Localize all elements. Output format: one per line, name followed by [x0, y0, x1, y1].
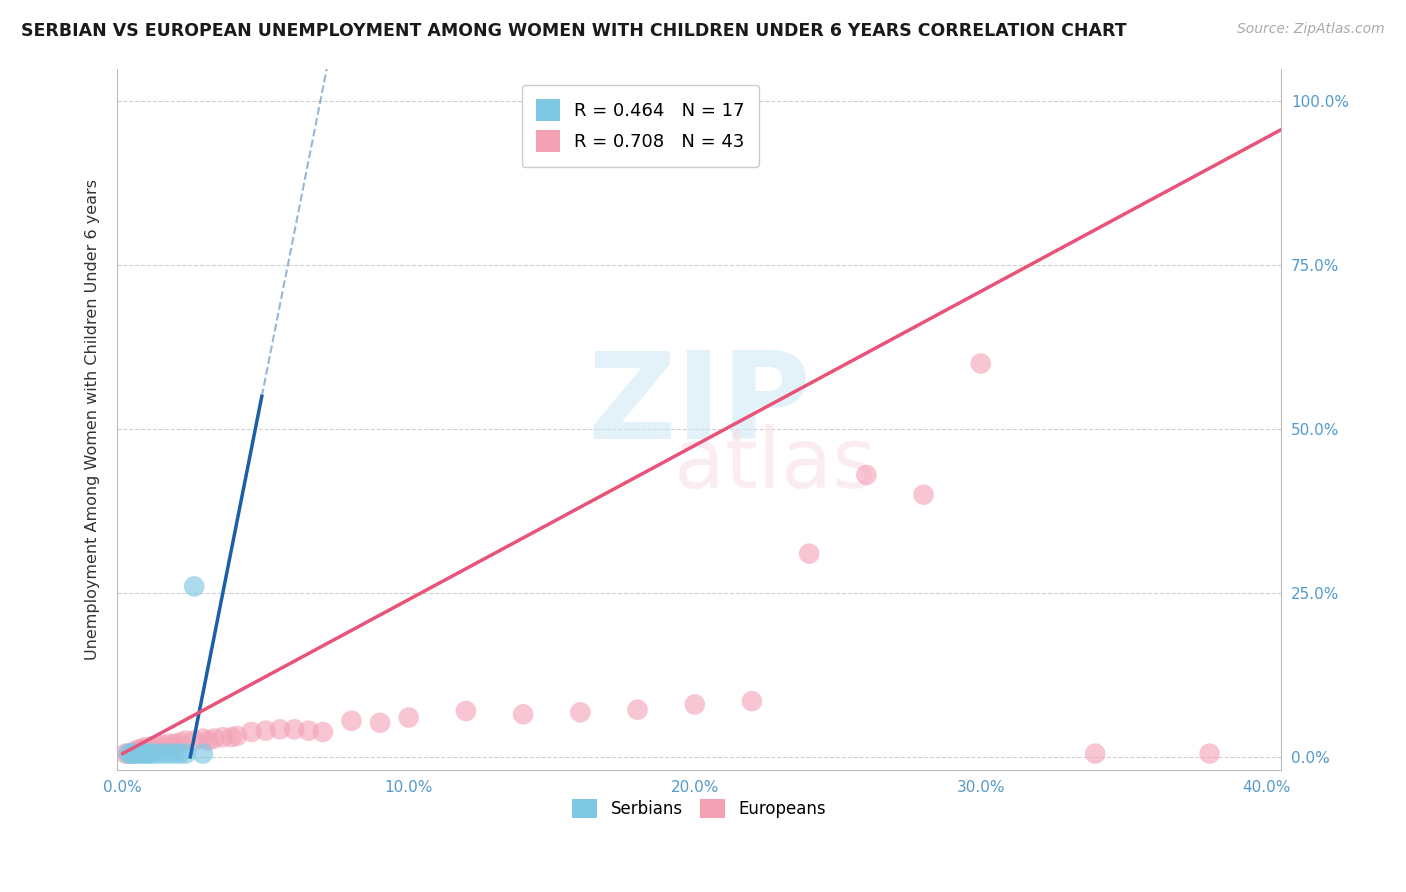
Point: [269, 723, 291, 737]
Point: [138, 747, 160, 761]
Point: [128, 742, 150, 756]
Text: SERBIAN VS EUROPEAN UNEMPLOYMENT AMONG WOMEN WITH CHILDREN UNDER 6 YEARS CORRELA: SERBIAN VS EUROPEAN UNEMPLOYMENT AMONG W…: [21, 22, 1126, 40]
Point: [169, 747, 191, 761]
Text: Source: ZipAtlas.com: Source: ZipAtlas.com: [1237, 22, 1385, 37]
Point: [174, 747, 197, 761]
Point: [1198, 747, 1220, 761]
Point: [741, 694, 763, 708]
Point: [368, 715, 391, 730]
Point: [135, 740, 157, 755]
Point: [135, 747, 157, 761]
Point: [569, 706, 592, 720]
Point: [141, 740, 163, 755]
Point: [197, 733, 219, 747]
Point: [122, 745, 145, 759]
Point: [163, 737, 186, 751]
Point: [254, 723, 277, 738]
Legend: Serbians, Europeans: Serbians, Europeans: [565, 792, 832, 825]
Point: [146, 738, 169, 752]
Point: [626, 703, 648, 717]
Point: [1084, 747, 1107, 761]
Text: ZIP: ZIP: [588, 347, 811, 464]
Point: [128, 747, 150, 761]
Point: [125, 747, 148, 761]
Point: [211, 730, 233, 744]
Point: [117, 747, 139, 761]
Text: atlas: atlas: [673, 425, 876, 506]
Y-axis label: Unemployment Among Women with Children Under 6 years: Unemployment Among Women with Children U…: [86, 178, 100, 660]
Point: [114, 747, 136, 761]
Point: [797, 547, 820, 561]
Point: [120, 747, 142, 761]
Point: [183, 733, 205, 747]
Point: [970, 357, 993, 371]
Point: [454, 704, 477, 718]
Point: [169, 735, 191, 749]
Point: [152, 747, 174, 761]
Point: [912, 488, 935, 502]
Point: [191, 747, 214, 761]
Point: [191, 731, 214, 746]
Point: [132, 747, 155, 761]
Point: [157, 747, 180, 761]
Point: [226, 729, 249, 743]
Point: [120, 747, 142, 761]
Point: [125, 743, 148, 757]
Point: [297, 723, 319, 738]
Point: [174, 733, 197, 747]
Point: [855, 467, 877, 482]
Point: [163, 747, 186, 761]
Point: [157, 737, 180, 751]
Point: [202, 731, 225, 746]
Point: [683, 698, 706, 712]
Point: [141, 747, 163, 761]
Point: [312, 725, 335, 739]
Point: [146, 747, 169, 761]
Point: [283, 723, 305, 737]
Point: [117, 747, 139, 761]
Point: [122, 747, 145, 761]
Point: [221, 730, 243, 744]
Point: [132, 742, 155, 756]
Point: [240, 725, 263, 739]
Point: [152, 738, 174, 752]
Point: [183, 579, 205, 593]
Point: [398, 710, 420, 724]
Point: [512, 707, 534, 722]
Point: [340, 714, 363, 728]
